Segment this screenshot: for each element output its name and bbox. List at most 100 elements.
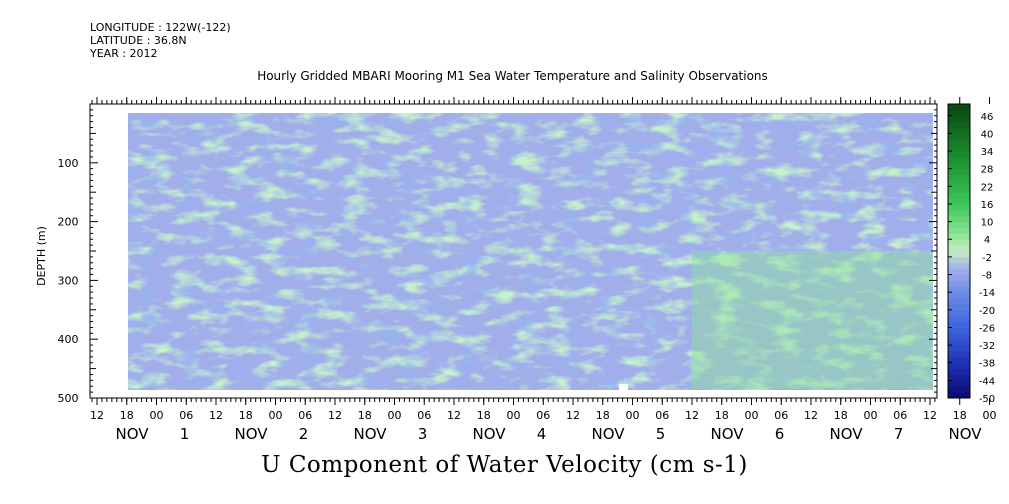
colorbar-swatch — [948, 298, 970, 305]
colorbar-swatch — [948, 362, 970, 370]
x-hour-label: 12 — [923, 409, 937, 422]
colorbar-swatch — [948, 174, 970, 181]
colorbar-label: -50 — [979, 394, 995, 405]
x-day-label-day: 4 — [537, 425, 547, 443]
colorbar-swatch — [948, 233, 970, 240]
x-day-label-month: NOV — [234, 425, 268, 443]
x-day-label-month: NOV — [472, 425, 506, 443]
y-tick-labels: 100 200 300 400 500 — [58, 157, 79, 405]
colorbar — [947, 103, 971, 399]
x-hour-labels: 12 18 00 06 12 18 00 06 12 18 00 06 12 18 00 06 12 18 00 06… — [90, 409, 997, 422]
colorbar-label: -32 — [979, 341, 995, 352]
chart-title: Hourly Gridded MBARI Mooring M1 Sea Wate… — [257, 69, 768, 83]
x-hour-label: 12 — [209, 409, 223, 422]
x-hour-label: 00 — [864, 409, 878, 422]
x-hour-label: 00 — [626, 409, 640, 422]
x-hour-label: 12 — [804, 409, 818, 422]
colorbar-swatch — [948, 368, 970, 375]
colorbar-swatch — [948, 356, 970, 364]
colorbar-swatch — [948, 203, 970, 211]
colorbar-label: 40 — [981, 129, 994, 140]
colorbar-swatch — [948, 321, 970, 328]
colorbar-swatch — [948, 109, 970, 117]
x-hour-label: 06 — [417, 409, 431, 422]
colorbar-label: -26 — [979, 323, 995, 334]
longitude-label: LONGITUDE : 122W(-122) — [90, 21, 231, 34]
colorbar-swatch — [948, 209, 970, 217]
colorbar-swatch — [948, 327, 970, 334]
colorbar-swatch — [948, 274, 970, 281]
x-hour-label: 06 — [298, 409, 312, 422]
colorbar-swatch — [948, 380, 970, 387]
x-day-label-month: NOV — [948, 425, 982, 443]
colorbar-swatch — [948, 198, 970, 205]
x-hour-label: 18 — [120, 409, 134, 422]
colorbar-swatch — [948, 315, 970, 323]
positive-lower-layer — [692, 251, 933, 390]
x-day-label-month: NOV — [710, 425, 744, 443]
colorbar-swatch — [948, 151, 970, 158]
colorbar-swatch — [948, 162, 970, 170]
y-tick-label: 500 — [58, 392, 79, 405]
y-tick-label: 400 — [58, 333, 79, 346]
colorbar-swatch — [948, 309, 970, 317]
x-day-label-day: 3 — [418, 425, 428, 443]
x-hour-label: 12 — [447, 409, 461, 422]
x-hour-label: 12 — [685, 409, 699, 422]
colorbar-label: 46 — [981, 112, 994, 123]
x-day-labels: NOV1NOV2NOV3NOV4NOV5NOV6NOV7NOV8 — [115, 425, 982, 443]
colorbar-swatch — [948, 139, 970, 146]
colorbar-label: 16 — [981, 200, 994, 211]
x-hour-label: 00 — [388, 409, 402, 422]
colorbar-swatch — [948, 239, 970, 246]
x-hour-label: 18 — [715, 409, 729, 422]
x-hour-label: 00 — [983, 409, 997, 422]
colorbar-label: 34 — [981, 147, 994, 158]
colorbar-swatch — [948, 386, 970, 393]
x-hour-label: 12 — [328, 409, 342, 422]
x-day-label-month: NOV — [829, 425, 863, 443]
x-hour-label: 18 — [953, 409, 967, 422]
x-hour-label: 18 — [239, 409, 253, 422]
x-hour-label: 18 — [358, 409, 372, 422]
variable-title: U Component of Water Velocity (cm s-1) — [261, 452, 748, 478]
x-major-ticks — [96, 97, 990, 405]
colorbar-swatch — [948, 345, 970, 352]
velocity-heatmap — [128, 113, 933, 390]
colorbar-swatch — [948, 180, 970, 187]
x-hour-label: 12 — [566, 409, 580, 422]
colorbar-frame — [947, 103, 971, 399]
colorbar-label: 22 — [981, 182, 994, 193]
colorbar-swatch — [948, 245, 970, 252]
colorbar-swatch — [948, 303, 970, 311]
x-hour-label: 06 — [893, 409, 907, 422]
colorbar-swatch — [948, 221, 970, 228]
colorbar-swatch — [948, 133, 970, 140]
y-tick-label: 200 — [58, 216, 79, 229]
x-hour-label: 06 — [179, 409, 193, 422]
colorbar-label: 4 — [984, 235, 990, 246]
y-tick-label: 100 — [58, 157, 79, 170]
x-hour-label: 00 — [745, 409, 759, 422]
colorbar-swatch — [948, 115, 970, 123]
colorbar-swatch — [948, 145, 970, 152]
colorbar-swatch — [948, 192, 970, 199]
x-day-label-month: NOV — [115, 425, 149, 443]
colorbar-swatch — [948, 280, 970, 287]
colorbar-labels: 46 40 34 28 22 16 10 4 -2 -8 -14 -20 -26 -32 -38 -44 -50 — [979, 112, 995, 405]
x-hour-label: 18 — [834, 409, 848, 422]
colorbar-label: -8 — [982, 271, 992, 282]
x-hour-label: 00 — [269, 409, 283, 422]
colorbar-label: -2 — [982, 253, 992, 264]
x-hour-label: 18 — [477, 409, 491, 422]
x-hour-label: 06 — [655, 409, 669, 422]
colorbar-swatch — [948, 168, 970, 176]
colorbar-swatch — [948, 292, 970, 299]
colorbar-swatch — [948, 227, 970, 234]
colorbar-swatch — [948, 251, 970, 258]
colorbar-swatch — [948, 121, 970, 129]
x-day-label-day: 2 — [299, 425, 309, 443]
y-tick-label: 300 — [58, 274, 79, 287]
colorbar-label: 28 — [981, 165, 994, 176]
